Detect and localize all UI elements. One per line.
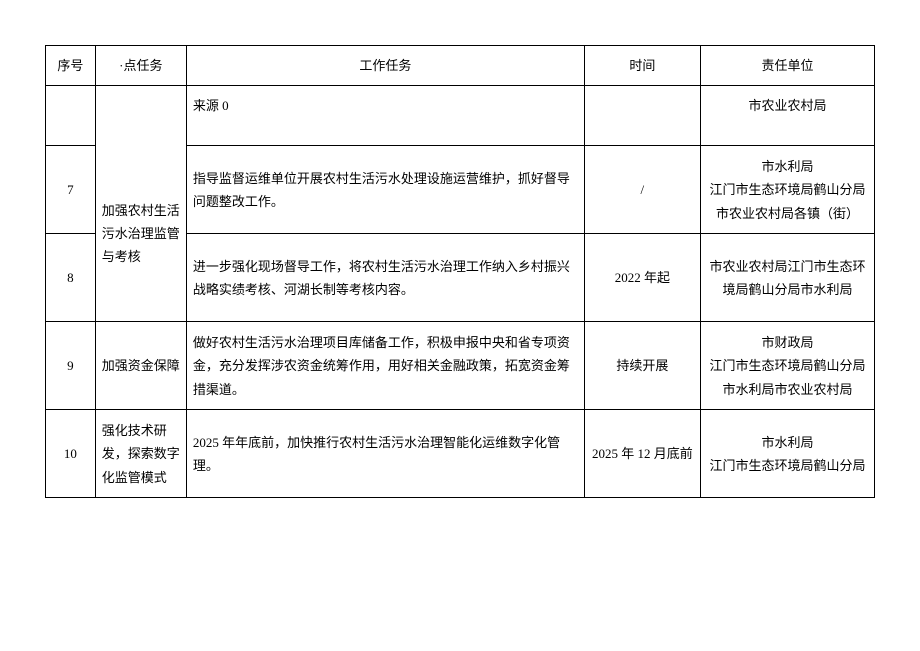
header-seq: 序号 xyxy=(46,46,96,86)
cell-key xyxy=(95,86,186,146)
unit-line1: 市水利局 xyxy=(761,159,813,174)
header-time: 时间 xyxy=(584,46,700,86)
cell-unit: 市财政局江门市生态环境局鹤山分局市水利局市农业农村局 xyxy=(700,322,874,410)
cell-task: 指导监督运维单位开展农村生活污水处理设施运营维护，抓好督导问题整改工作。 xyxy=(186,146,584,234)
cell-key: 强化技术研发，探索数字化监管模式 xyxy=(95,410,186,498)
cell-task: 做好农村生活污水治理项目库储备工作，积极申报中央和省专项资金，充分发挥涉农资金统… xyxy=(186,322,584,410)
table-header-row: 序号 ·点任务 工作任务 时间 责任单位 xyxy=(46,46,875,86)
cell-unit: 市水利局江门市生态环境局鹤山分局市农业农村局各镇（街） xyxy=(700,146,874,234)
table-row: 9 加强资金保障 做好农村生活污水治理项目库储备工作，积极申报中央和省专项资金，… xyxy=(46,322,875,410)
cell-unit: 市农业农村局江门市生态环境局鹤山分局市水利局 xyxy=(700,234,874,322)
cell-seq: 9 xyxy=(46,322,96,410)
table-row: 7 加强农村生活污水治理监管与考核 指导监督运维单位开展农村生活污水处理设施运营… xyxy=(46,146,875,234)
header-work-task: 工作任务 xyxy=(186,46,584,86)
cell-task: 来源 0 xyxy=(186,86,584,146)
cell-time: / xyxy=(584,146,700,234)
cell-seq: 7 xyxy=(46,146,96,234)
cell-unit: 市农业农村局 xyxy=(700,86,874,146)
cell-seq: 10 xyxy=(46,410,96,498)
cell-seq xyxy=(46,86,96,146)
cell-task: 2025 年年底前，加快推行农村生活污水治理智能化运维数字化管理。 xyxy=(186,410,584,498)
task-table: 序号 ·点任务 工作任务 时间 责任单位 来源 0 市农业农村局 7 加强农村生… xyxy=(45,45,875,498)
cell-unit: 市水利局江门市生态环境局鹤山分局 xyxy=(700,410,874,498)
unit-line1: 市财政局 xyxy=(761,335,813,350)
cell-time: 2022 年起 xyxy=(584,234,700,322)
header-key-task: ·点任务 xyxy=(95,46,186,86)
unit-line2: 江门市生态环境局鹤山分局市水利局市农业农村局 xyxy=(709,358,865,396)
table-row: 10 强化技术研发，探索数字化监管模式 2025 年年底前，加快推行农村生活污水… xyxy=(46,410,875,498)
cell-key: 加强资金保障 xyxy=(95,322,186,410)
table-row: 来源 0 市农业农村局 xyxy=(46,86,875,146)
cell-key: 加强农村生活污水治理监管与考核 xyxy=(95,146,186,322)
unit-line2: 江门市生态环境局鹤山分局 xyxy=(709,458,865,473)
header-unit: 责任单位 xyxy=(700,46,874,86)
unit-line2: 江门市生态环境局鹤山分局市农业农村局各镇（街） xyxy=(709,182,865,220)
cell-task: 进一步强化现场督导工作，将农村生活污水治理工作纳入乡村振兴战略实绩考核、河湖长制… xyxy=(186,234,584,322)
cell-time xyxy=(584,86,700,146)
cell-time: 持续开展 xyxy=(584,322,700,410)
cell-time: 2025 年 12 月底前 xyxy=(584,410,700,498)
unit-line1: 市水利局 xyxy=(761,435,813,450)
cell-seq: 8 xyxy=(46,234,96,322)
